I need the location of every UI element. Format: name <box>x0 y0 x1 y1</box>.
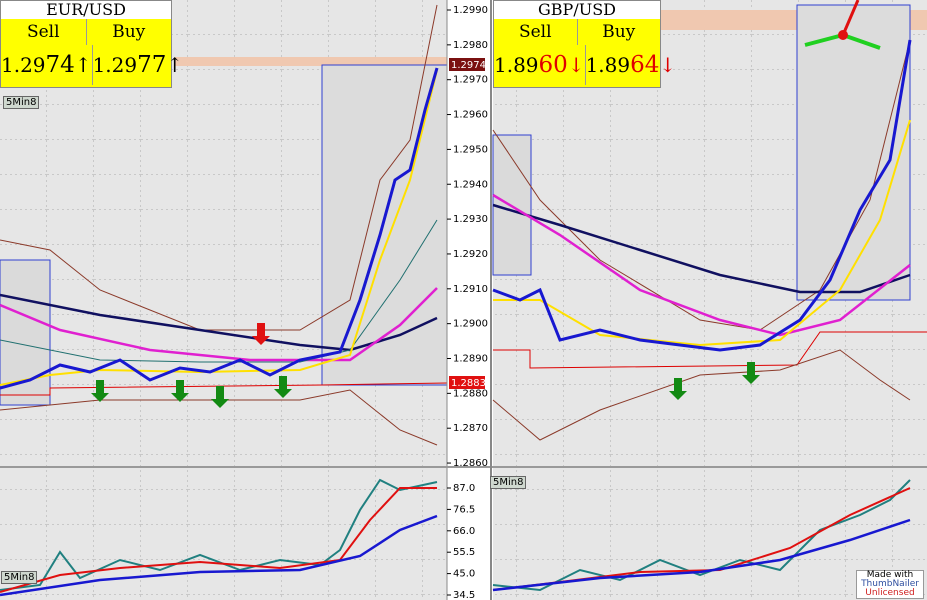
timeframe-tag: 5Min8 <box>1 571 38 584</box>
symbol: GBP/USD <box>494 1 660 19</box>
arrow: ↑ <box>74 53 92 77</box>
price-marker <box>449 58 485 71</box>
axes: 1.2990 1.2980 1.2970 1.2960 1.2950 1.2940 1.29… <box>447 5 488 600</box>
sell-label: Sell <box>518 22 552 42</box>
price-prefix: 1.29 <box>1 53 46 77</box>
pips: 64 <box>630 52 660 78</box>
level-marker <box>449 376 485 389</box>
price-prefix: 1.89 <box>585 53 631 77</box>
oscillator-tick-label: 45.0 <box>453 569 475 580</box>
oscillator-tick-label: 66.0 <box>453 526 475 537</box>
timeframe-tag: 5Min8 <box>3 96 40 109</box>
arrow: ↓ <box>659 53 677 77</box>
watermark-line: ThumbNailer <box>861 579 919 589</box>
ticker-gbpusd: GBP/USD Sell Buy 1.8960↓ 1.8964↓ <box>493 0 676 88</box>
sell-price[interactable]: 1.2974↑ <box>1 45 92 85</box>
symbol: EUR/USD <box>1 1 171 19</box>
price-tick-label: 1.2980 <box>453 40 488 51</box>
price-tick-label: 1.2960 <box>453 110 488 121</box>
watermark-line: Unlicensed <box>865 588 915 598</box>
price-tick-label: 1.2940 <box>453 179 488 190</box>
price-prefix: 1.89 <box>494 53 539 77</box>
oscillator-tick-label: 87.0 <box>453 483 475 494</box>
oscillator-tick-label: 55.5 <box>453 547 475 558</box>
price-tick-label: 1.2900 <box>453 319 488 330</box>
watermark: Made with ThumbNailer Unlicensed <box>856 570 924 599</box>
watermark-line: Made with <box>866 570 914 580</box>
price-tick-label: 1.2990 <box>453 5 488 16</box>
pips: 74 <box>45 52 75 78</box>
pips: 77 <box>137 52 167 78</box>
price-prefix: 1.29 <box>92 53 138 77</box>
price-tick-label: 1.2890 <box>453 354 488 365</box>
buy-price[interactable]: 1.8964↓ <box>584 45 677 85</box>
oscillator-tick-label: 76.5 <box>453 504 475 515</box>
price-tick-label: 1.2910 <box>453 284 488 295</box>
arrow: ↑ <box>166 53 184 77</box>
price-tick-label: 1.2950 <box>453 144 488 155</box>
sell-label: Sell <box>26 22 60 42</box>
price-tick-label: 1.2880 <box>453 388 488 399</box>
price-tick-label: 1.2970 <box>453 75 488 86</box>
buy-label: Buy <box>576 19 661 45</box>
current-price: 1.2974 <box>451 60 486 71</box>
buy-price[interactable]: 1.2977↑ <box>91 45 184 85</box>
price-tick-label: 1.2860 <box>453 458 488 469</box>
price-tick-label: 1.2870 <box>453 423 488 434</box>
price-tick-label: 1.2930 <box>453 214 488 225</box>
sell-price[interactable]: 1.8960↓ <box>494 45 585 85</box>
timeframe-tag: 5Min8 <box>490 476 527 489</box>
oscillator-tick-label: 34.5 <box>453 590 475 600</box>
price-tick-label: 1.2920 <box>453 249 488 260</box>
left-oscillator <box>0 468 447 600</box>
ticker-eurusd: EUR/USD Sell Buy 1.2974↑ 1.2977↑ <box>0 0 183 88</box>
right-oscillator <box>492 468 927 600</box>
pips: 60 <box>538 52 568 78</box>
level-price: 1.2883 <box>451 378 486 389</box>
buy-label: Buy <box>85 19 172 45</box>
arrow: ↓ <box>567 53 585 77</box>
